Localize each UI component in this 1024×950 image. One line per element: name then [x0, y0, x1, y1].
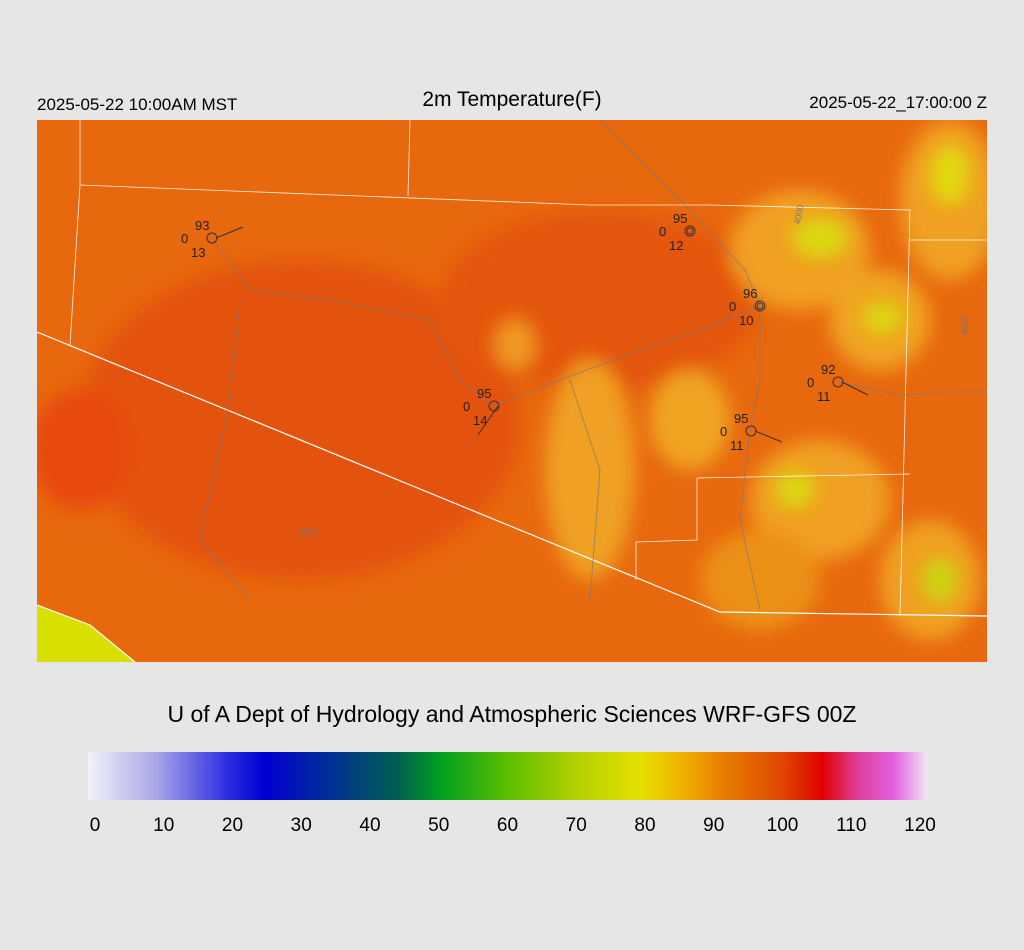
- station-temp: 95: [477, 386, 491, 401]
- contour-label: 4000: [960, 315, 970, 335]
- station: 95 012: [659, 211, 696, 253]
- station-dewpoint: 10: [739, 313, 753, 328]
- station-value: 0: [181, 231, 188, 246]
- station-temp: 95: [673, 211, 687, 226]
- station-circle: [756, 302, 764, 310]
- colorbar-tick-label: 40: [359, 815, 380, 836]
- colorbar-tick-label: 70: [566, 815, 587, 836]
- station-value: 0: [720, 424, 727, 439]
- station-dewpoint: 11: [730, 438, 744, 453]
- temperature-field: [37, 120, 987, 662]
- station-dewpoint: 13: [191, 245, 205, 260]
- station-temp: 95: [734, 411, 748, 426]
- station-temp: 92: [821, 362, 835, 377]
- wind-barb: [215, 226, 244, 239]
- station-value: 0: [807, 375, 814, 390]
- wind-barb: [477, 405, 499, 436]
- station-circle: [684, 225, 696, 237]
- station: 92 011: [807, 362, 869, 404]
- station: 96 010: [729, 286, 766, 328]
- station: 95 014: [463, 386, 500, 436]
- colorbar-tick-label: 100: [767, 815, 799, 836]
- contour-label: 3000: [298, 527, 318, 537]
- credit: U of A Dept of Hydrology and Atmospheric…: [167, 701, 856, 727]
- valid-time-utc: 2025-05-22_17:00:00 Z: [809, 93, 987, 112]
- colorbar-tick-label: 120: [904, 815, 936, 836]
- colorbar-tick-label: 30: [291, 815, 312, 836]
- station-dewpoint: 14: [473, 413, 487, 428]
- wind-barb: [841, 381, 869, 396]
- station-value: 0: [729, 299, 736, 314]
- colorbar-tick-label: 110: [836, 815, 866, 836]
- station-value: 0: [659, 224, 666, 239]
- station-temp: 93: [195, 218, 209, 233]
- colorbar-tick-label: 0: [90, 815, 101, 836]
- wind-barb: [754, 430, 783, 443]
- colorbar-tick-label: 10: [153, 815, 174, 836]
- map-title: 2m Temperature(F): [422, 88, 601, 111]
- station: 95 011: [720, 411, 783, 453]
- station-dewpoint: 11: [817, 389, 831, 404]
- colorbar-tick-label: 50: [428, 815, 449, 836]
- station-circle: [686, 227, 694, 235]
- colorbar-tick-label: 60: [497, 815, 518, 836]
- station-dewpoint: 12: [669, 238, 683, 253]
- colorbar: [88, 752, 927, 800]
- station: 93 013: [181, 218, 244, 260]
- colorbar-tick-label: 80: [634, 815, 655, 836]
- colorbar-tick-label: 20: [222, 815, 243, 836]
- station-value: 0: [463, 399, 470, 414]
- contour-label: 4000: [792, 204, 805, 225]
- valid-time-local: 2025-05-22 10:00AM MST: [37, 95, 237, 114]
- station-circle: [754, 300, 766, 312]
- colorbar-tick-label: 90: [703, 815, 724, 836]
- station-temp: 96: [743, 286, 757, 301]
